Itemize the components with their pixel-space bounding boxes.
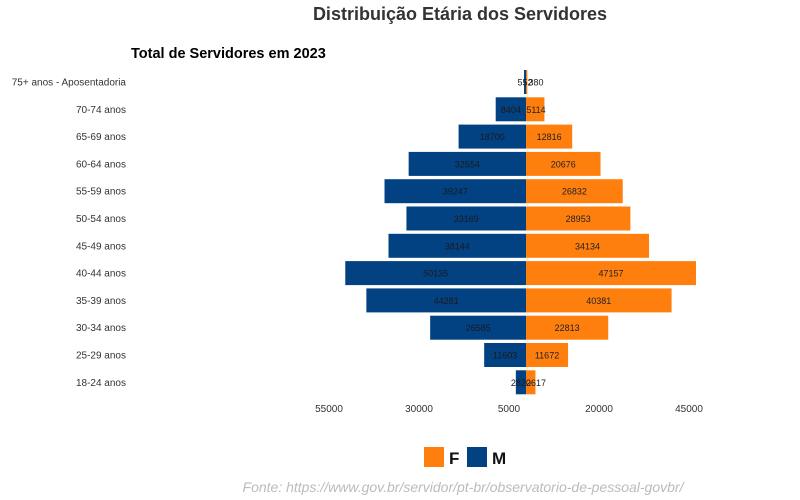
bar-f-1: [526, 97, 545, 122]
bar-label-f-9: 22813: [555, 323, 580, 333]
bar-label-m-6: 38144: [445, 241, 470, 251]
bar-f-2: [526, 124, 573, 149]
chart-subtitle: Total de Servidores em 2023: [131, 46, 326, 62]
bar-label-m-2: 18700: [480, 132, 505, 142]
bar-label-m-11: 2820: [511, 378, 531, 388]
category-label-4: 55-59 anos: [76, 187, 126, 198]
bar-m-1: [495, 97, 526, 122]
category-label-9: 30-34 anos: [76, 323, 126, 334]
bar-f-11: [526, 370, 536, 395]
bar-m-11: [515, 370, 526, 395]
category-labels: 75+ anos - Aposentadoria 70-74 anos 65-69 …: [12, 78, 127, 389]
category-label-8: 35-39 anos: [76, 296, 126, 307]
bar-label-f-11: 2617: [526, 378, 546, 388]
bar-f-6: [526, 233, 650, 258]
source-note: Fonte: https://www.gov.br/servidor/pt-br…: [243, 479, 686, 495]
legend-swatch-m: [467, 447, 487, 467]
category-label-2: 65-69 anos: [76, 132, 126, 143]
category-label-10: 25-29 anos: [76, 351, 126, 362]
bar-label-m-10: 11603: [493, 351, 517, 361]
bar-label-m-1: 8404: [501, 105, 521, 115]
legend-label-f: F: [449, 449, 459, 468]
category-label-0: 75+ anos - Aposentadoria: [12, 78, 127, 89]
bar-label-f-1: 5114: [526, 105, 545, 115]
category-label-1: 70-74 anos: [76, 105, 126, 116]
bar-f-5: [526, 206, 631, 231]
bar-label-m-9: 26585: [466, 323, 491, 333]
bar-label-f-3: 20676: [551, 159, 576, 169]
bar-f-8: [526, 288, 672, 313]
x-tick-label-1: 30000: [405, 404, 433, 415]
bar-label-f-10: 11672: [535, 351, 559, 361]
bar-f-0: [526, 70, 528, 94]
x-tick-label-0: 55000: [315, 404, 343, 415]
legend-label-m: M: [492, 449, 506, 468]
bar-label-f-0: 380: [528, 78, 543, 88]
bar-f-9: [526, 315, 609, 340]
category-label-7: 40-44 anos: [76, 269, 126, 280]
x-tick-label-2: 5000: [498, 404, 521, 415]
bar-f-7: [526, 261, 696, 286]
bar-m-7: [345, 261, 526, 286]
bar-label-f-4: 26832: [562, 187, 587, 197]
bar-label-f-8: 40381: [586, 296, 611, 306]
bar-label-m-0: 552: [517, 78, 532, 88]
bar-m-3: [408, 151, 526, 176]
bar-label-f-7: 47157: [598, 269, 623, 279]
category-label-6: 45-49 anos: [76, 241, 126, 252]
bar-label-m-4: 39247: [443, 187, 468, 197]
bar-m-8: [366, 288, 526, 313]
bar-label-m-3: 32554: [455, 159, 480, 169]
category-label-11: 18-24 anos: [76, 378, 126, 389]
chart-title: Distribuição Etária dos Servidores: [313, 4, 607, 24]
bar-label-m-5: 33169: [454, 214, 479, 224]
bar-f-3: [526, 151, 601, 176]
legend-swatch-f: [424, 447, 444, 467]
bar-label-f-5: 28953: [566, 214, 591, 224]
bar-m-5: [406, 206, 526, 231]
x-tick-label-4: 45000: [675, 404, 703, 415]
bar-m-10: [484, 343, 526, 367]
bar-m-4: [384, 179, 526, 204]
category-label-3: 60-64 anos: [76, 159, 126, 170]
bar-f-10: [526, 343, 569, 367]
bar-m-6: [388, 233, 526, 258]
bar-f-4: [526, 179, 623, 204]
x-tick-label-3: 20000: [585, 404, 613, 415]
bar-m-9: [430, 315, 526, 340]
bar-label-m-7: 50135: [423, 269, 448, 279]
category-label-5: 50-54 anos: [76, 214, 126, 225]
bar-m-2: [458, 124, 526, 149]
bar-label-f-2: 12816: [537, 132, 562, 142]
bar-label-m-8: 44281: [434, 296, 459, 306]
bar-label-f-6: 34134: [575, 241, 600, 251]
bar-m-0: [524, 70, 526, 94]
x-axis-ticks: 55000 30000 5000 20000 45000: [315, 404, 703, 415]
